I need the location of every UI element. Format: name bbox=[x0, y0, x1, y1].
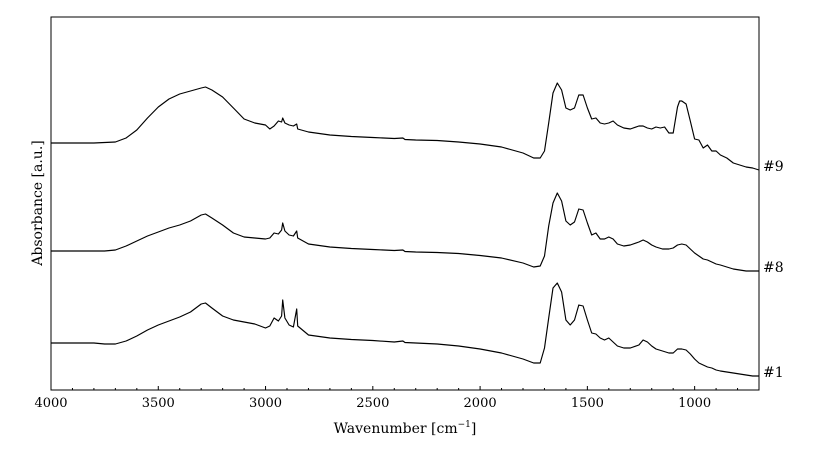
y-axis-label: Absorbance [a.u.] bbox=[30, 140, 46, 266]
x-tick-label: 2000 bbox=[464, 396, 497, 411]
series-line-1 bbox=[51, 82, 760, 171]
x-tick-label: 1000 bbox=[678, 396, 711, 411]
x-axis-label-close: ] bbox=[471, 421, 476, 437]
x-tick-label: 4000 bbox=[34, 396, 67, 411]
series-labels: #9 #8 #1 bbox=[763, 159, 784, 381]
x-tick-label: 3000 bbox=[249, 396, 282, 411]
series-label-3: #1 bbox=[763, 365, 784, 381]
series-label-2: #8 bbox=[763, 260, 784, 276]
series-layer bbox=[51, 82, 760, 377]
x-tick-label: 2500 bbox=[356, 396, 389, 411]
x-tick-label: 3500 bbox=[142, 396, 175, 411]
plot-frame bbox=[50, 16, 760, 391]
series-line-3 bbox=[51, 282, 759, 377]
x-tick-label: 1500 bbox=[571, 396, 604, 411]
x-axis-label-sup: −1 bbox=[458, 420, 471, 430]
x-axis: 4000 3500 3000 2500 2000 1500 1000 bbox=[34, 386, 739, 411]
series-label-1: #9 bbox=[763, 159, 784, 175]
x-axis-label: Wavenumber [cm−1] bbox=[334, 420, 477, 437]
x-axis-label-main: Wavenumber [cm bbox=[334, 421, 458, 437]
series-line-2 bbox=[51, 192, 759, 272]
